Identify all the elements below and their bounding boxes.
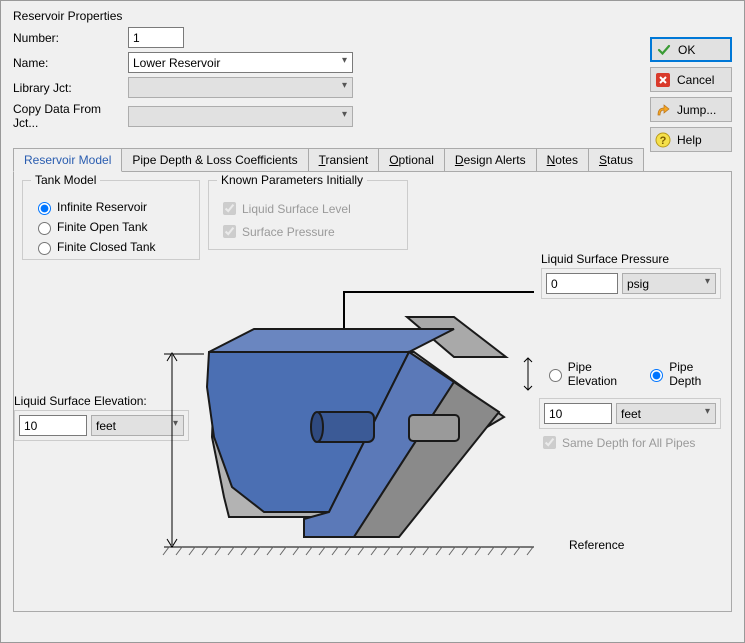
lsp-input[interactable] — [546, 273, 618, 294]
lse-input[interactable] — [19, 415, 87, 436]
pipe-unit-select[interactable]: feet — [616, 403, 716, 424]
name-select[interactable]: Lower Reservoir — [128, 52, 353, 73]
tab-optional[interactable]: Optional — [378, 148, 445, 171]
lsp-group: Liquid Surface Pressure psig — [541, 252, 721, 299]
reservoir-diagram — [154, 287, 554, 557]
tab-body: Tank Model Infinite Reservoir Finite Ope… — [13, 172, 732, 612]
check-surface-pressure: Surface Pressure — [219, 222, 397, 241]
known-params-group: Known Parameters Initially Liquid Surfac… — [208, 180, 408, 250]
check-same-depth: Same Depth for All Pipes — [539, 433, 721, 452]
copy-label: Copy Data From Jct... — [13, 102, 128, 130]
lsp-unit-select[interactable]: psig — [622, 273, 716, 294]
tab-notes[interactable]: Notes — [536, 148, 589, 171]
window-title: Reservoir Properties — [1, 1, 744, 27]
tabs: Reservoir Model Pipe Depth & Loss Coeffi… — [13, 148, 732, 172]
name-label: Name: — [13, 56, 128, 70]
copy-select[interactable] — [128, 106, 353, 127]
known-legend: Known Parameters Initially — [217, 173, 367, 187]
radio-pipe-elevation[interactable]: Pipe Elevation — [544, 360, 636, 388]
tank-model-group: Tank Model Infinite Reservoir Finite Ope… — [22, 180, 200, 260]
tank-model-legend: Tank Model — [31, 173, 100, 187]
library-label: Library Jct: — [13, 81, 128, 95]
tab-design-alerts[interactable]: Design Alerts — [444, 148, 537, 171]
reference-label: Reference — [569, 538, 624, 552]
tab-pipe-depth[interactable]: Pipe Depth & Loss Coefficients — [121, 148, 308, 171]
lsp-label: Liquid Surface Pressure — [541, 252, 721, 266]
check-liquid-level: Liquid Surface Level — [219, 199, 397, 218]
number-input[interactable] — [128, 27, 184, 48]
tab-status[interactable]: Status — [588, 148, 644, 171]
tab-transient[interactable]: Transient — [308, 148, 380, 171]
radio-finite-closed[interactable]: Finite Closed Tank — [33, 239, 189, 255]
tab-reservoir-model[interactable]: Reservoir Model — [13, 148, 122, 172]
library-select[interactable] — [128, 77, 353, 98]
number-label: Number: — [13, 31, 128, 45]
radio-pipe-depth[interactable]: Pipe Depth — [645, 360, 721, 388]
pipe-value-input[interactable] — [544, 403, 612, 424]
radio-infinite[interactable]: Infinite Reservoir — [33, 199, 189, 215]
reservoir-properties-window: Reservoir Properties OK Cancel Jump... ?… — [0, 0, 745, 643]
radio-finite-open[interactable]: Finite Open Tank — [33, 219, 189, 235]
